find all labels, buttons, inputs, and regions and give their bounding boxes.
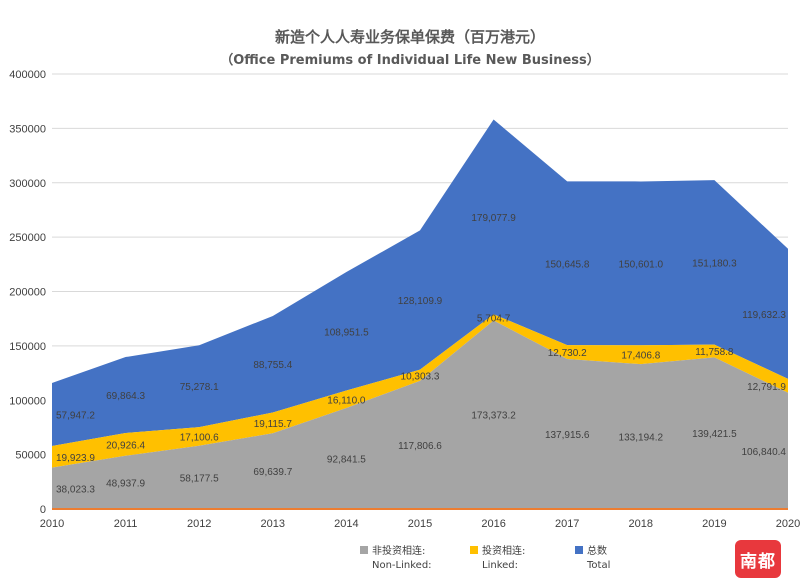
data-label: 128,109.9 (398, 296, 443, 307)
area-1 (52, 314, 788, 468)
data-label: 48,937.9 (106, 478, 145, 489)
data-label: 75,278.1 (180, 382, 219, 393)
chart-title: 新造个人人寿业务保单保费（百万港元） (275, 28, 545, 46)
data-label: 17,100.6 (180, 432, 219, 443)
x-tick-label: 2017 (555, 518, 579, 530)
legend-label-en: Total (586, 560, 610, 571)
legend-swatch (470, 546, 478, 554)
data-label: 150,601.0 (619, 259, 664, 270)
legend-label-en: Non-Linked: (372, 560, 432, 571)
y-tick-label: 0 (40, 504, 46, 516)
y-tick-label: 400000 (9, 69, 46, 81)
data-label: 19,923.9 (56, 453, 95, 464)
data-labels: 38,023.3 48,937.9 58,177.5 69,639.7 92,841.5… (56, 213, 786, 495)
data-label: 20,926.4 (106, 440, 145, 451)
legend-swatch (360, 546, 368, 554)
data-label: 16,110.0 (327, 395, 366, 406)
data-label: 17,406.8 (621, 351, 660, 362)
data-label: 88,755.4 (253, 360, 292, 371)
area-0 (52, 320, 788, 509)
data-label: 139,421.5 (692, 429, 737, 440)
data-label: 11,758.8 (695, 347, 734, 358)
y-tick-label: 250000 (9, 232, 46, 244)
legend: 非投资相连: Non-Linked: 投资相连: Linked: 总数 Total (360, 544, 610, 571)
y-tick-label: 200000 (9, 287, 46, 299)
chart-subtitle: （Office Premiums of Individual Life New … (220, 52, 600, 68)
x-tick-label: 2020 (776, 518, 800, 530)
x-tick-label: 2014 (334, 518, 358, 530)
data-label: 58,177.5 (180, 473, 219, 484)
data-label: 119,632.3 (742, 310, 786, 321)
x-tick-label: 2011 (114, 518, 138, 530)
data-label: 10,303.3 (401, 371, 440, 382)
data-label: 12,730.2 (548, 348, 587, 359)
legend-label-en: Linked: (482, 560, 518, 571)
y-tick-label: 50000 (15, 450, 46, 462)
legend-label: 总数 (587, 544, 607, 557)
data-label: 12,791.9 (747, 382, 786, 393)
legend-swatch (575, 546, 583, 554)
data-label: 38,023.3 (56, 484, 95, 495)
data-label: 151,180.3 (692, 258, 737, 269)
legend-label: 非投资相连: (372, 544, 425, 557)
area-series (52, 119, 788, 510)
x-axis-ticks: 2010 2011 2012 2013 2014 2015 2016 2017 2018 2019… (40, 518, 800, 530)
data-label: 117,806.6 (398, 441, 442, 452)
x-tick-label: 2012 (187, 518, 211, 530)
y-tick-label: 100000 (9, 395, 46, 407)
y-tick-label: 150000 (9, 341, 46, 353)
data-label: 92,841.5 (327, 455, 366, 466)
data-label: 173,373.2 (471, 411, 516, 422)
x-tick-label: 2016 (481, 518, 505, 530)
data-label: 150,645.8 (545, 259, 590, 270)
x-tick-label: 2018 (629, 518, 653, 530)
data-label: 69,864.3 (106, 391, 145, 402)
data-label: 108,951.5 (324, 327, 369, 338)
data-label: 5,704.7 (477, 313, 511, 324)
area-2 (52, 119, 788, 446)
y-tick-label: 300000 (9, 178, 46, 190)
data-label: 137,915.6 (545, 430, 590, 441)
legend-label: 投资相连: (482, 544, 525, 557)
y-tick-label: 350000 (9, 123, 46, 135)
nandu-logo: 南都 (735, 540, 781, 578)
x-tick-label: 2015 (408, 518, 432, 530)
x-tick-label: 2013 (261, 518, 285, 530)
data-label: 133,194.2 (619, 433, 664, 444)
data-label: 57,947.2 (56, 410, 95, 421)
data-label: 69,639.7 (253, 467, 292, 478)
data-label: 179,077.9 (471, 213, 516, 224)
x-tick-label: 2019 (702, 518, 726, 530)
data-label: 19,115.7 (254, 419, 293, 430)
x-tick-label: 2010 (40, 518, 64, 530)
data-label: 106,840.4 (742, 447, 787, 458)
y-axis-ticks: 0 50000 100000 150000 200000 250000 300000 3500… (9, 69, 46, 516)
